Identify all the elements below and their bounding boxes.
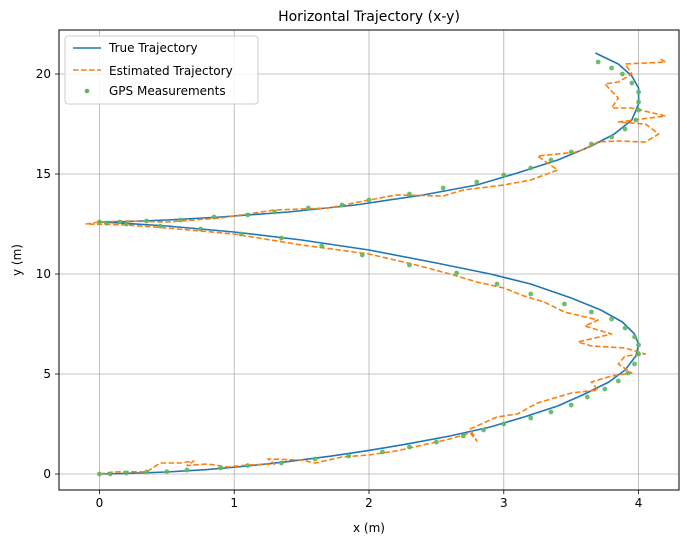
- y-tick-label: 20: [36, 67, 51, 81]
- y-tick-label: 5: [43, 367, 51, 381]
- gps-measurements-point: [144, 218, 150, 224]
- gps-measurements-point: [494, 281, 500, 287]
- gps-measurements-point: [103, 220, 109, 226]
- true-trajectory-line: [98, 52, 640, 475]
- gps-measurements-point: [346, 453, 352, 459]
- gps-measurements-point: [305, 205, 311, 211]
- gps-measurements-point: [629, 80, 635, 86]
- gps-measurements-point: [278, 235, 284, 241]
- gps-measurements-point: [636, 351, 641, 357]
- gps-measurements-point: [366, 197, 372, 203]
- gps-measurements-point: [622, 325, 628, 331]
- gps-measurements-point: [184, 467, 190, 473]
- gps-measurements-point: [588, 141, 594, 147]
- gps-measurements-point: [568, 149, 574, 155]
- gps-measurements-point: [619, 71, 625, 77]
- gps-measurements-point: [632, 334, 637, 340]
- x-tick-label: 1: [230, 496, 238, 510]
- gps-measurements-point: [562, 301, 567, 307]
- gps-measurements-point: [198, 226, 203, 232]
- gps-measurements-point: [164, 469, 170, 474]
- legend-box: [64, 35, 259, 105]
- gps-measurements-point: [501, 421, 507, 427]
- gps-measurements-point: [97, 471, 102, 477]
- gps-measurements-point: [157, 223, 163, 229]
- gps-measurements-point: [144, 469, 150, 475]
- gps-measurements-point: [177, 217, 183, 223]
- x-tick-label: 0: [96, 496, 104, 510]
- gps-measurements-point: [407, 444, 412, 450]
- x-tick-label: 4: [635, 496, 643, 510]
- gps-measurements-point: [568, 402, 574, 408]
- gps-measurements-point: [625, 370, 631, 376]
- gps-measurements-point: [636, 89, 641, 95]
- gps-measurements-point: [117, 219, 123, 225]
- gps-measurements-point: [407, 191, 412, 197]
- gps-measurements-point: [272, 209, 278, 215]
- gps-measurements-point: [123, 470, 129, 476]
- gps-measurements-point: [481, 427, 486, 433]
- gps-measurements-point: [407, 262, 412, 268]
- gps-measurements-point: [107, 471, 113, 477]
- gps-measurements-point: [319, 243, 325, 249]
- gps-measurements-point: [97, 219, 102, 225]
- gps-measurements-point: [211, 214, 217, 220]
- gps-measurements-point: [636, 107, 641, 113]
- gps-measurements-point: [501, 172, 507, 178]
- gps-measurements-point: [636, 342, 641, 348]
- gps-measurements-point: [548, 409, 554, 415]
- gps-measurements-point: [474, 179, 480, 185]
- gps-measurements-point: [359, 252, 365, 258]
- y-axis-label: y (m): [10, 244, 24, 276]
- gps-measurements-point: [528, 291, 534, 297]
- x-tick-label: 2: [365, 496, 373, 510]
- gps-measurements-point: [245, 212, 251, 218]
- gps-measurements-point: [633, 117, 639, 123]
- legend-label-gps-measurements: GPS Measurements: [109, 84, 226, 98]
- gps-measurements-point: [433, 439, 439, 445]
- gps-measurements-point: [278, 460, 284, 466]
- gps-measurements-point: [528, 165, 534, 171]
- y-tick-label: 10: [36, 267, 51, 281]
- gps-measurements-point: [312, 456, 318, 462]
- gps-measurements-point: [245, 463, 251, 468]
- y-tick-label: 0: [43, 467, 51, 481]
- gps-measurements-point: [632, 361, 637, 367]
- gps-measurements-point: [440, 185, 446, 191]
- legend-label-estimated-trajectory: Estimated Trajectory: [109, 64, 233, 78]
- grid-lines: [59, 30, 679, 490]
- gps-measurements-point: [609, 316, 615, 322]
- legend-label-true-trajectory: True Trajectory: [108, 41, 198, 55]
- gps-measurements-point: [602, 386, 608, 392]
- gps-measurements-point: [636, 99, 641, 105]
- gps-measurements-point: [380, 449, 385, 455]
- gps-measurements-point: [615, 378, 621, 384]
- gps-measurements-point: [238, 231, 244, 237]
- gps-measurements-point: [584, 394, 590, 400]
- gps-measurements-point: [588, 309, 594, 315]
- y-axis-ticks: 0 5 10 15 20: [36, 67, 59, 481]
- gps-measurements-point: [123, 221, 129, 227]
- legend-swatch-gps-measurements: [84, 88, 90, 94]
- gps-measurements-point: [218, 465, 224, 471]
- gps-measurements-point: [609, 65, 615, 71]
- gps-measurements-point: [622, 126, 628, 132]
- plot-series: [85, 52, 667, 477]
- y-tick-label: 15: [36, 167, 51, 181]
- gps-measurements-point: [454, 270, 460, 276]
- x-tick-label: 3: [500, 496, 508, 510]
- gps-measurements-point: [609, 134, 615, 140]
- estimated-trajectory-line: [85, 57, 667, 475]
- gps-measurements-point: [460, 433, 466, 439]
- gps-measurements-point: [548, 157, 554, 163]
- x-axis-label: x (m): [353, 521, 385, 535]
- gps-measurements-point: [528, 415, 534, 421]
- gps-measurements-point: [595, 59, 601, 65]
- chart-title: Horizontal Trajectory (x-y): [278, 9, 460, 25]
- gps-measurements-point: [339, 202, 345, 208]
- x-axis-ticks: 0 1 2 3 4: [96, 490, 643, 510]
- legend: True Trajectory Estimated Trajectory GPS…: [64, 35, 259, 105]
